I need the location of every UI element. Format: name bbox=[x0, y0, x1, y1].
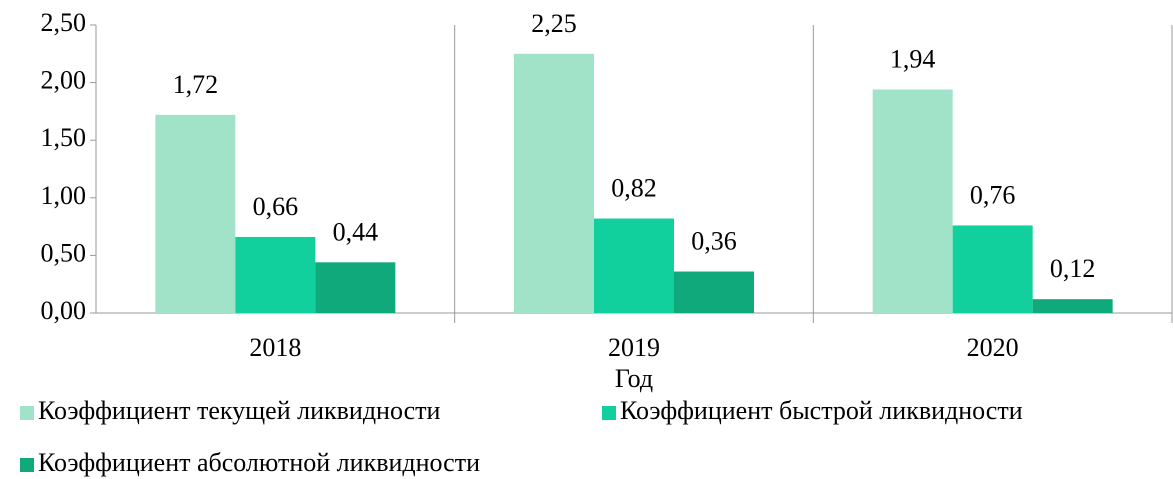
bar bbox=[315, 262, 396, 313]
bar bbox=[514, 53, 594, 314]
legend-label: Коэффициент быстрой ликвидности bbox=[620, 396, 1023, 425]
value-label: 2,25 bbox=[531, 9, 577, 38]
bar bbox=[1032, 299, 1113, 313]
y-tick-label: 1,00 bbox=[41, 181, 87, 210]
bar bbox=[674, 271, 754, 313]
y-tick-label: 0,50 bbox=[41, 238, 87, 267]
value-label: 0,66 bbox=[253, 192, 299, 221]
x-tick-label: 2018 bbox=[249, 333, 301, 362]
legend-swatch bbox=[602, 406, 616, 420]
y-tick-label: 1,50 bbox=[41, 123, 87, 152]
bar bbox=[235, 236, 316, 313]
value-label: 1,94 bbox=[890, 44, 936, 73]
value-label: 1,72 bbox=[173, 70, 219, 99]
value-label: 0,36 bbox=[691, 226, 737, 255]
legend-swatch bbox=[20, 406, 34, 420]
bar bbox=[872, 89, 953, 314]
y-tick-label: 2,50 bbox=[41, 8, 87, 37]
y-tick-label: 0,00 bbox=[41, 296, 87, 325]
value-label: 0,82 bbox=[611, 174, 657, 203]
value-label: 0,44 bbox=[333, 217, 379, 246]
bar bbox=[594, 218, 674, 313]
value-label: 0,76 bbox=[970, 180, 1016, 209]
bar bbox=[155, 114, 236, 313]
y-tick-label: 2,00 bbox=[41, 66, 87, 95]
legend-label: Коэффициент абсолютной ликвидности bbox=[38, 448, 480, 477]
x-tick-label: 2019 bbox=[608, 333, 660, 362]
legend-swatch bbox=[20, 458, 34, 472]
bar bbox=[952, 225, 1033, 313]
value-label: 0,12 bbox=[1050, 254, 1096, 283]
legend-label: Коэффициент текущей ликвидности bbox=[38, 396, 441, 425]
x-tick-label: 2020 bbox=[967, 333, 1019, 362]
x-axis-label: Год bbox=[615, 364, 653, 393]
